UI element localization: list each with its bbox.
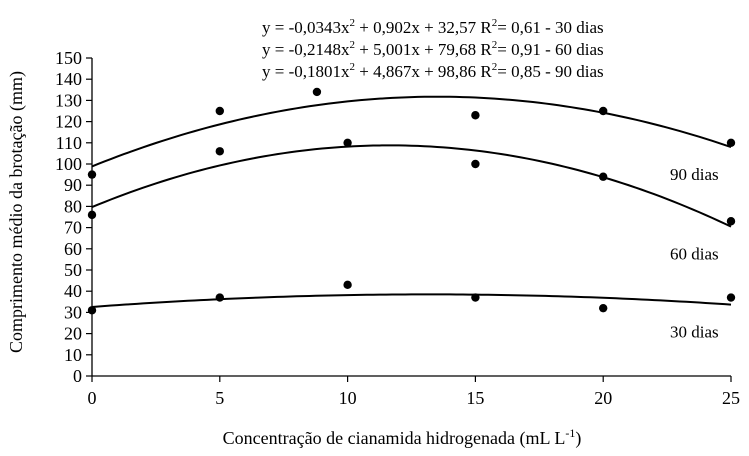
x-axis-ticks: 0 5 10 15 20 25 [88,376,740,408]
y-tick-label: 140 [55,69,82,89]
x-tick-label: 5 [215,388,224,408]
y-tick-label: 30 [64,302,82,322]
equation-30-dias: y = -0,0343x2 + 0,902x + 32,57 R2= 0,61 … [262,17,604,37]
y-tick-label: 10 [64,345,82,365]
x-tick-label: 15 [466,388,484,408]
series-label-1: 30 dias [670,323,719,342]
regression-curve-3 [91,95,732,168]
data-point [599,172,608,181]
data-point [599,106,608,116]
data-point [215,293,224,302]
x-axis-title: Concentração de cianamida hidrogenada (m… [223,426,582,449]
data-point [312,87,322,97]
data-point [87,170,97,179]
data-point [726,293,736,302]
series-labels: 30 dias 60 dias 90 dias [670,165,719,341]
y-tick-label: 80 [64,196,82,216]
data-point [87,210,97,220]
y-axis-title: Comprimento médio da brotação (mm) [6,71,27,353]
regression-curves [91,95,732,308]
data-point [726,217,736,226]
data-points [87,87,736,315]
x-tick-label: 10 [339,388,357,408]
y-tick-label: 0 [73,366,82,386]
data-point [215,106,224,116]
y-tick-label: 50 [64,260,82,280]
data-point [599,303,608,313]
regression-equations: y = -0,0343x2 + 0,902x + 32,57 R2= 0,61 … [262,17,604,81]
data-point [471,111,480,120]
y-tick-label: 120 [55,112,82,132]
y-tick-label: 60 [64,239,82,259]
y-tick-label: 100 [55,154,82,174]
series-label-3: 90 dias [670,165,719,184]
y-tick-label: 70 [64,218,82,238]
data-point [343,138,352,147]
y-tick-label: 150 [55,48,82,68]
data-point [215,147,224,156]
y-tick-label: 20 [64,324,82,344]
x-tick-label: 25 [722,388,740,408]
data-point [471,293,480,302]
regression-curve-2 [91,144,732,228]
equation-90-dias: y = -0,1801x2 + 4,867x + 98,86 R2= 0,85 … [262,61,604,81]
y-tick-label: 40 [64,281,82,301]
data-point [343,280,352,290]
y-tick-label: 90 [64,175,82,195]
y-tick-label: 110 [56,133,82,153]
data-point [87,306,97,315]
x-tick-label: 0 [88,388,97,408]
y-tick-label: 130 [55,90,82,110]
equation-60-dias: y = -0,2148x2 + 5,001x + 79,68 R2= 0,91 … [262,39,604,59]
data-point [726,138,736,147]
regression-curve-1 [91,293,732,308]
x-tick-label: 20 [594,388,612,408]
series-label-2: 60 dias [670,245,719,264]
data-point [471,159,480,169]
